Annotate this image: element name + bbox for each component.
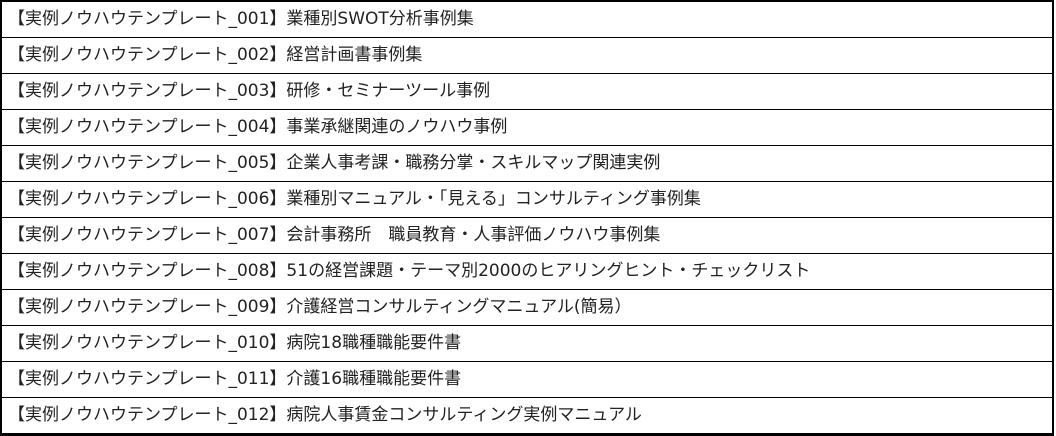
template-title-cell: 【実例ノウハウテンプレート_004】事業承継関連のノウハウ事例 (0, 109, 1054, 146)
template-title-cell: 【実例ノウハウテンプレート_009】介護経営コンサルティングマニュアル(簡易） (0, 289, 1054, 326)
template-title-cell: 【実例ノウハウテンプレート_006】業種別マニュアル・「見える」コンサルティング… (0, 181, 1054, 218)
template-title-cell: 【実例ノウハウテンプレート_012】病院人事賃金コンサルティング実例マニュアル (0, 397, 1054, 436)
template-title-cell: 【実例ノウハウテンプレート_003】研修・セミナーツール事例 (0, 73, 1054, 110)
table-row: 【実例ノウハウテンプレート_010】病院18職種職能要件書 (0, 325, 1054, 362)
table-row: 【実例ノウハウテンプレート_011】介護16職種職能要件書 (0, 361, 1054, 398)
table-row: 【実例ノウハウテンプレート_003】研修・セミナーツール事例 (0, 73, 1054, 110)
template-title-cell: 【実例ノウハウテンプレート_002】経営計画書事例集 (0, 37, 1054, 74)
table-row: 【実例ノウハウテンプレート_006】業種別マニュアル・「見える」コンサルティング… (0, 181, 1054, 218)
table-row: 【実例ノウハウテンプレート_001】業種別SWOT分析事例集 (0, 0, 1054, 38)
table-row: 【実例ノウハウテンプレート_012】病院人事賃金コンサルティング実例マニュアル (0, 397, 1054, 436)
table-row: 【実例ノウハウテンプレート_007】会計事務所 職員教育・人事評価ノウハウ事例集 (0, 217, 1054, 254)
table-row: 【実例ノウハウテンプレート_009】介護経営コンサルティングマニュアル(簡易） (0, 289, 1054, 326)
template-title-cell: 【実例ノウハウテンプレート_010】病院18職種職能要件書 (0, 325, 1054, 362)
template-title-cell: 【実例ノウハウテンプレート_007】会計事務所 職員教育・人事評価ノウハウ事例集 (0, 217, 1054, 254)
template-title-cell: 【実例ノウハウテンプレート_001】業種別SWOT分析事例集 (0, 0, 1054, 38)
template-title-cell: 【実例ノウハウテンプレート_011】介護16職種職能要件書 (0, 361, 1054, 398)
table-row: 【実例ノウハウテンプレート_008】51の経営課題・テーマ別2000のヒアリング… (0, 253, 1054, 290)
table-row: 【実例ノウハウテンプレート_002】経営計画書事例集 (0, 37, 1054, 74)
template-title-cell: 【実例ノウハウテンプレート_008】51の経営課題・テーマ別2000のヒアリング… (0, 253, 1054, 290)
table-row: 【実例ノウハウテンプレート_004】事業承継関連のノウハウ事例 (0, 109, 1054, 146)
table-row: 【実例ノウハウテンプレート_005】企業人事考課・職務分掌・スキルマップ関連実例 (0, 145, 1054, 182)
template-title-cell: 【実例ノウハウテンプレート_005】企業人事考課・職務分掌・スキルマップ関連実例 (0, 145, 1054, 182)
